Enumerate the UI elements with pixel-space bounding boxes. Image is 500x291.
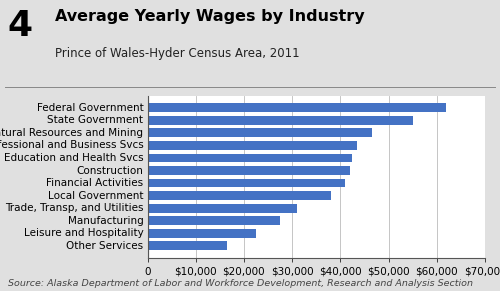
Bar [148, 103, 447, 112]
Text: 4: 4 [8, 9, 32, 43]
Bar [148, 229, 256, 238]
Text: Average Yearly Wages by Industry: Average Yearly Wages by Industry [55, 9, 364, 24]
Bar [148, 154, 352, 162]
Bar [148, 242, 227, 250]
Bar [148, 204, 297, 212]
Bar [148, 116, 412, 125]
Text: Prince of Wales-Hyder Census Area, 2011: Prince of Wales-Hyder Census Area, 2011 [55, 47, 300, 60]
Bar [148, 141, 357, 150]
Bar [148, 191, 330, 200]
Bar [148, 179, 345, 187]
Bar [148, 128, 372, 137]
Bar [148, 216, 280, 225]
Text: Source: Alaska Department of Labor and Workforce Development, Research and Analy: Source: Alaska Department of Labor and W… [8, 279, 472, 288]
Bar [148, 166, 350, 175]
